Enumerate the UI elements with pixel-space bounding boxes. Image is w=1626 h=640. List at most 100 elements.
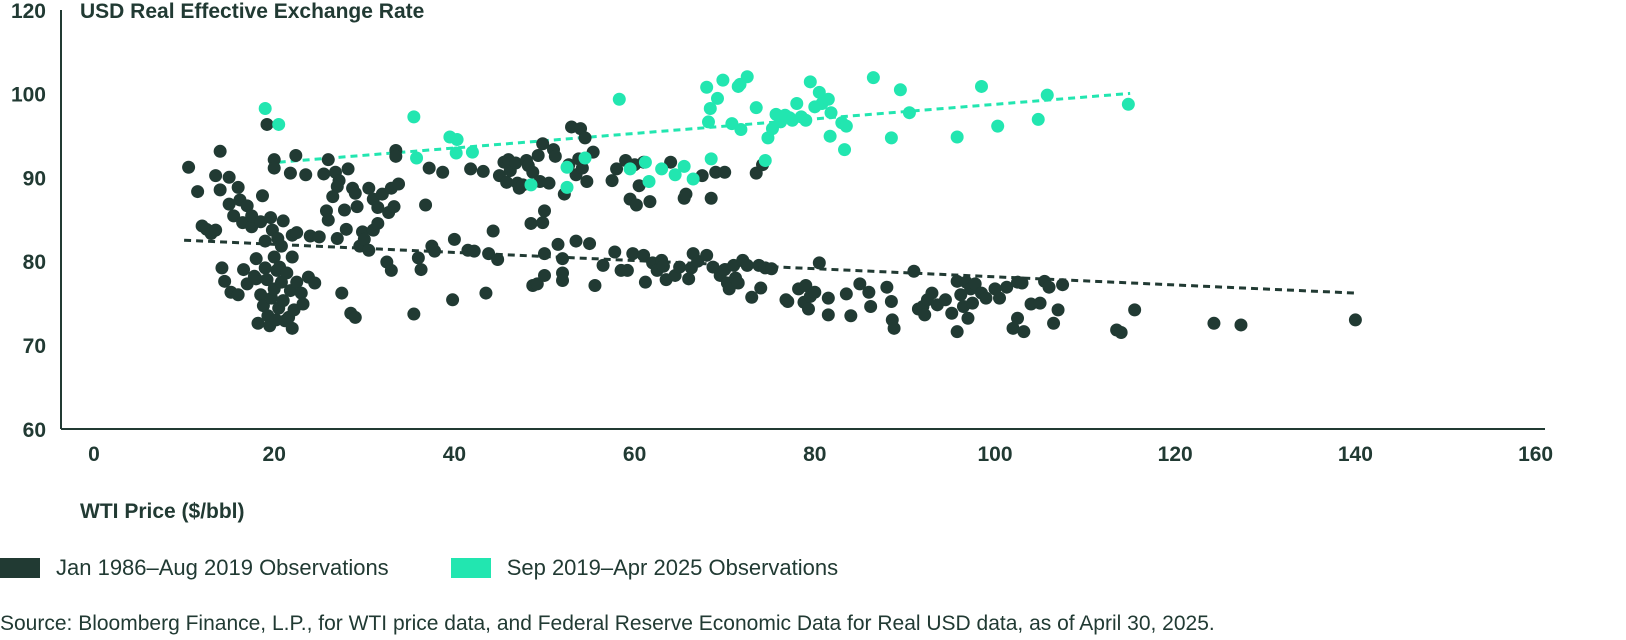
data-point (734, 122, 748, 136)
data-point (637, 248, 651, 262)
data-point (1000, 280, 1014, 294)
data-point (853, 277, 867, 291)
data-point (655, 162, 669, 176)
data-point (258, 102, 272, 116)
data-point (341, 162, 355, 176)
data-point (449, 146, 463, 160)
trendline-recent (278, 91, 1131, 164)
data-point (299, 168, 313, 182)
data-point (703, 102, 717, 116)
data-point (389, 149, 403, 163)
data-point (821, 308, 835, 322)
series-recent (258, 70, 1135, 194)
legend: Jan 1986–Aug 2019 Observations Sep 2019–… (0, 555, 900, 581)
data-point (821, 92, 835, 106)
data-point (968, 277, 982, 291)
data-point (357, 232, 371, 246)
data-point (254, 288, 268, 302)
data-point (700, 80, 714, 94)
axes (60, 10, 1545, 430)
data-point (436, 165, 450, 179)
data-point (1056, 278, 1070, 292)
data-point (294, 286, 308, 300)
data-points (182, 70, 1362, 340)
data-point (965, 296, 979, 310)
data-point (993, 291, 1007, 305)
data-point (945, 306, 959, 320)
x-tick-label: 80 (803, 443, 826, 466)
data-point (709, 165, 723, 179)
data-point (321, 213, 335, 227)
data-point (258, 234, 272, 248)
data-point (629, 198, 643, 212)
data-point (950, 130, 964, 144)
data-point (283, 166, 297, 180)
data-point (954, 288, 968, 302)
data-point (548, 149, 562, 163)
data-point (880, 280, 894, 294)
data-point (276, 294, 290, 308)
data-point (710, 91, 724, 105)
data-point (749, 101, 763, 115)
data-point (332, 174, 346, 188)
data-point (623, 162, 637, 176)
data-point (428, 244, 442, 258)
data-point (258, 261, 272, 275)
data-point (801, 302, 815, 316)
data-point (745, 290, 759, 304)
data-point (276, 214, 290, 228)
data-point (679, 187, 693, 201)
data-point (1033, 296, 1047, 310)
data-point (411, 251, 425, 265)
data-point (580, 174, 594, 188)
data-point (575, 161, 589, 175)
x-tick-label: 100 (977, 443, 1012, 466)
data-point (296, 297, 310, 311)
y-tick-label: 120 (11, 0, 46, 23)
data-point (887, 321, 901, 335)
data-point (991, 119, 1005, 133)
data-point (264, 211, 278, 225)
data-point (536, 216, 550, 230)
data-point (251, 316, 265, 330)
data-point (362, 181, 376, 195)
legend-label-recent: Sep 2019–Apr 2025 Observations (506, 555, 839, 580)
series-historical (182, 117, 1362, 340)
data-point (491, 253, 505, 267)
data-point (260, 117, 274, 131)
data-point (231, 288, 245, 302)
x-tick-label: 0 (88, 443, 100, 466)
data-point (704, 152, 718, 166)
data-point (317, 167, 331, 181)
data-point (682, 272, 696, 286)
data-point (237, 263, 251, 277)
data-point (918, 308, 932, 322)
x-tick-label: 40 (443, 443, 466, 466)
data-point (1011, 311, 1025, 325)
data-point (350, 200, 364, 214)
data-point (524, 216, 538, 230)
data-point (808, 285, 822, 299)
data-point (864, 300, 878, 314)
data-point (812, 85, 826, 99)
y-tick-label: 80 (23, 251, 46, 274)
legend-swatch-recent (450, 558, 491, 578)
data-point (467, 244, 481, 258)
data-point (407, 307, 421, 321)
y-tick-label: 70 (23, 335, 46, 358)
x-tick-label: 60 (623, 443, 646, 466)
data-point (1031, 112, 1045, 126)
x-tick-label: 140 (1338, 443, 1373, 466)
y-axis-title: USD Real Effective Exchange Rate (80, 0, 424, 23)
data-point (536, 137, 550, 151)
data-point (823, 129, 837, 143)
data-point (280, 266, 294, 280)
data-point (839, 287, 853, 301)
data-point (838, 143, 852, 157)
data-point (254, 215, 268, 229)
data-point (526, 165, 540, 179)
data-point (866, 71, 880, 85)
data-point (1348, 313, 1362, 327)
data-point (765, 262, 779, 276)
source-note: Source: Bloomberg Finance, L.P., for WTI… (0, 612, 1215, 635)
